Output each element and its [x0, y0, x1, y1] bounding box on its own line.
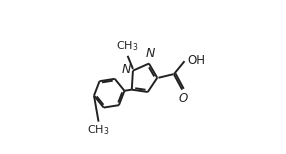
Text: CH$_3$: CH$_3$ [87, 123, 109, 137]
Text: OH: OH [188, 54, 205, 67]
Text: O: O [178, 92, 187, 105]
Text: N: N [122, 63, 131, 76]
Text: CH$_3$: CH$_3$ [116, 40, 139, 53]
Text: N: N [146, 47, 155, 60]
